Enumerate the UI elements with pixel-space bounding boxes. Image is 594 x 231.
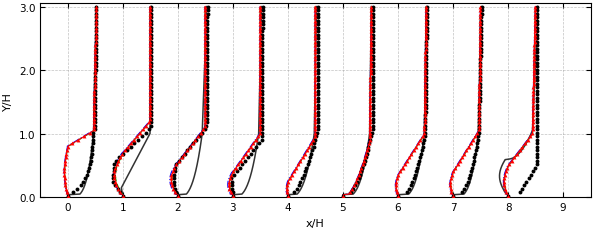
Y-axis label: Y/H: Y/H — [4, 91, 13, 110]
X-axis label: x/H: x/H — [306, 218, 325, 228]
